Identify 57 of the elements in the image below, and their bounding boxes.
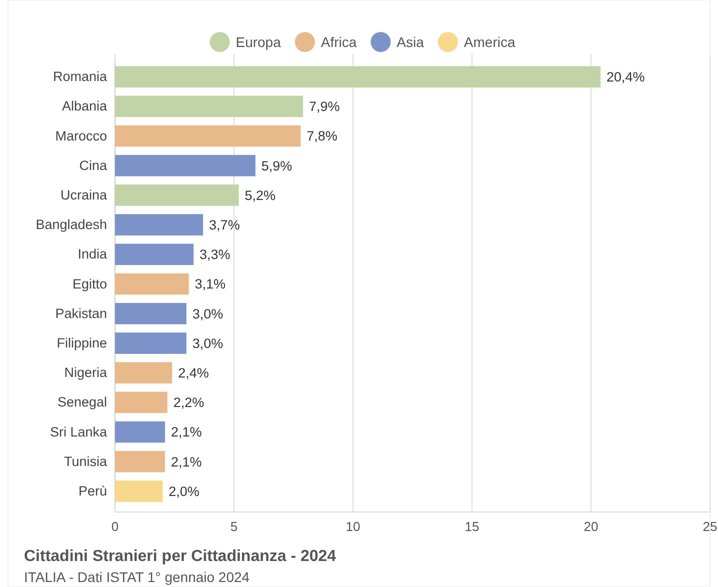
y-tick-label: Senegal (57, 394, 107, 410)
data-label: 2,0% (168, 484, 200, 499)
x-tick-label: 10 (346, 519, 360, 534)
x-tick-label: 20 (584, 519, 598, 534)
bar (115, 302, 186, 324)
legend-label: America (464, 34, 516, 50)
bar (115, 184, 239, 206)
y-tick-label: Tunisia (64, 454, 108, 469)
y-tick-label: Filippine (56, 336, 107, 351)
bar (115, 214, 204, 236)
legend-label: Europa (236, 34, 282, 50)
data-label: 7,9% (309, 99, 340, 114)
bar (115, 480, 163, 502)
x-tick-label: 25 (702, 519, 718, 534)
legend-label: Africa (320, 34, 357, 50)
data-label: 2,2% (173, 395, 204, 410)
data-label: 7,8% (306, 128, 338, 144)
data-label: 2,1% (170, 424, 202, 440)
y-tick-label: Romania (52, 69, 108, 84)
data-label: 2,1% (170, 454, 202, 470)
text: Cittadini Stranieri per Cittadinanza - 2024 (24, 548, 336, 565)
y-tick-label: Ucraina (60, 188, 108, 203)
data-label: 5,9% (261, 158, 292, 174)
x-tick-label: 15 (464, 519, 480, 534)
y-tick-label: Nigeria (64, 365, 108, 380)
bar (115, 125, 301, 147)
y-tick-label: Pakistan (55, 306, 107, 321)
data-label: 5,2% (244, 188, 276, 203)
data-label: 3,1% (194, 276, 226, 292)
data-label: 3,7% (209, 218, 240, 233)
y-tick-label: Sri Lanka (50, 424, 108, 440)
bar (115, 332, 186, 354)
bar (115, 273, 189, 295)
x-tick-label: 0 (111, 519, 119, 534)
bar (115, 362, 172, 384)
bar (115, 154, 256, 176)
bar (115, 450, 165, 472)
bar (115, 96, 304, 118)
legend-label: Asia (396, 34, 424, 50)
bar (115, 244, 194, 266)
data-label: 2,4% (178, 366, 209, 381)
y-tick-label: Albania (62, 98, 108, 114)
data-label: 3,0% (192, 336, 224, 351)
data-label: 20,4% (606, 70, 645, 85)
y-tick-label: Perù (78, 484, 107, 499)
y-tick-label: Cina (79, 158, 108, 173)
data-label: 3,0% (192, 306, 224, 322)
text: ITALIA - Dati ISTAT 1° gennaio 2024 (24, 569, 250, 585)
y-tick-label: Egitto (72, 276, 107, 292)
bar (115, 421, 165, 443)
data-label: 3,3% (200, 247, 230, 262)
y-tick-label: Marocco (55, 128, 107, 144)
y-tick-label: India (78, 246, 108, 262)
x-tick-label: 5 (230, 519, 238, 534)
bar (115, 66, 601, 88)
bar (115, 392, 168, 414)
y-tick-label: Bangladesh (36, 217, 107, 232)
